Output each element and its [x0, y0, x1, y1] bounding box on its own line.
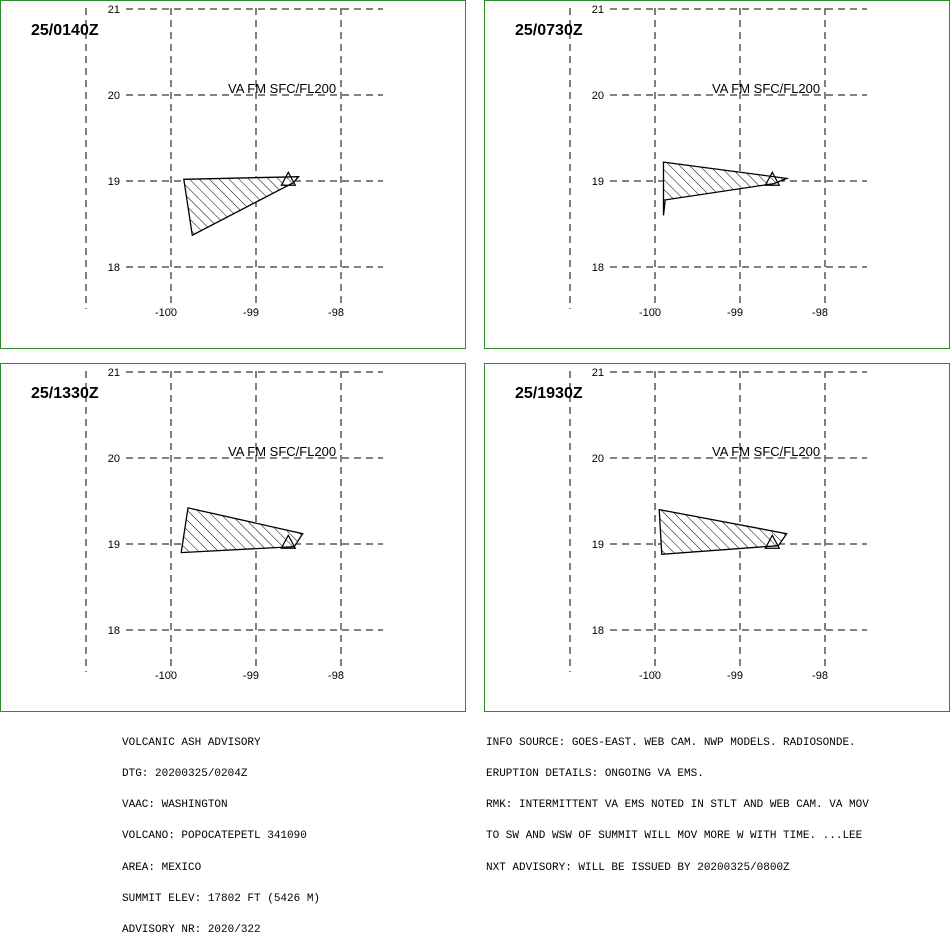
forecast-time-label: 25/0730Z [515, 22, 583, 39]
volcano-icon [764, 171, 781, 186]
advisory-details-block: INFO SOURCE: GOES-EAST. WEB CAM. NWP MOD… [486, 717, 869, 883]
lat-tick-label: 19 [592, 176, 604, 188]
advisory-title: VOLCANIC ASH ADVISORY [122, 736, 261, 749]
ash-level-label: VA FM SFC/FL200 [712, 444, 820, 459]
advisory-dtg: DTG: 20200325/0204Z [122, 768, 248, 781]
lon-tick-label: -98 [812, 670, 828, 682]
lat-tick-label: 19 [592, 539, 604, 551]
forecast-time-label: 25/1930Z [515, 385, 583, 402]
map-canvas: 21 20 19 18 -100 -99 -98 25/1330Z VA FM SFC/FL20… [31, 367, 383, 682]
lon-tick-label: -99 [243, 670, 259, 682]
lat-tick-label: 21 [592, 4, 604, 16]
lon-tick-label: -98 [328, 670, 344, 682]
lon-tick-label: -98 [328, 307, 344, 319]
advisory-next: NXT ADVISORY: WILL BE ISSUED BY 20200325… [486, 861, 790, 874]
advisory-header-block: VOLCANIC ASH ADVISORY DTG: 20200325/0204… [122, 717, 320, 946]
lat-tick-label: 18 [592, 625, 604, 637]
lat-tick-label: 19 [108, 176, 120, 188]
map-canvas: 21 20 19 18 -100 -99 -98 25/0140Z VA FM SFC/FL20… [31, 4, 383, 319]
lon-tick-label: -100 [639, 670, 661, 682]
lat-tick-label: 20 [592, 453, 604, 465]
ash-level-label: VA FM SFC/FL200 [228, 444, 336, 459]
lon-tick-label: -99 [727, 307, 743, 319]
advisory-eruption-details: ERUPTION DETAILS: ONGOING VA EMS. [486, 768, 704, 781]
forecast-time-label: 25/0140Z [31, 22, 99, 39]
ash-level-label: VA FM SFC/FL200 [228, 81, 336, 96]
ash-level-label: VA FM SFC/FL200 [712, 81, 820, 96]
lon-tick-label: -100 [155, 307, 177, 319]
advisory-vaac: VAAC: WASHINGTON [122, 799, 228, 812]
map-panel-4: 21 20 19 18 -100 -99 -98 25/1930Z VA FM SFC/FL20… [484, 363, 950, 712]
lon-tick-label: -98 [812, 307, 828, 319]
ash-cloud-polygon [180, 507, 304, 554]
lat-tick-label: 20 [108, 90, 120, 102]
lat-tick-label: 20 [592, 90, 604, 102]
lon-tick-label: -100 [155, 670, 177, 682]
advisory-info-source: INFO SOURCE: GOES-EAST. WEB CAM. NWP MOD… [486, 736, 856, 749]
map-panel-1: 21 20 19 18 -100 -99 -98 25/0140Z VA FM SFC/FL20… [0, 0, 466, 349]
lat-tick-label: 20 [108, 453, 120, 465]
volcano-icon [280, 534, 297, 549]
lat-tick-label: 18 [108, 262, 120, 274]
map-panel-2: 21 20 19 18 -100 -99 -98 25/0730Z VA FM SFC/FL20… [484, 0, 950, 349]
lon-tick-label: -100 [639, 307, 661, 319]
forecast-time-label: 25/1330Z [31, 385, 99, 402]
advisory-remarks-2: TO SW AND WSW OF SUMMIT WILL MOV MORE W … [486, 830, 863, 843]
lat-tick-label: 21 [108, 367, 120, 379]
ash-cloud-polygon [658, 508, 788, 555]
map-canvas: 21 20 19 18 -100 -99 -98 25/1930Z VA FM SFC/FL20… [515, 367, 867, 682]
advisory-remarks-1: RMK: INTERMITTENT VA EMS NOTED IN STLT A… [486, 799, 869, 812]
advisory-summit-elev: SUMMIT ELEV: 17802 FT (5426 M) [122, 892, 321, 905]
lat-tick-label: 18 [108, 625, 120, 637]
advisory-area: AREA: MEXICO [122, 861, 202, 874]
advisory-number: ADVISORY NR: 2020/322 [122, 924, 261, 937]
lat-tick-label: 18 [592, 262, 604, 274]
ash-cloud-polygon [662, 161, 790, 216]
lat-tick-label: 21 [108, 4, 120, 16]
map-panel-3: 21 20 19 18 -100 -99 -98 25/1330Z VA FM SFC/FL20… [0, 363, 466, 712]
lat-tick-label: 21 [592, 367, 604, 379]
lat-tick-label: 19 [108, 539, 120, 551]
map-canvas: 21 20 19 18 -100 -99 -98 25/0730Z VA FM SFC/FL20… [515, 4, 867, 319]
volcano-icon [280, 171, 297, 186]
lon-tick-label: -99 [727, 670, 743, 682]
advisory-volcano: VOLCANO: POPOCATEPETL 341090 [122, 830, 307, 843]
lon-tick-label: -99 [243, 307, 259, 319]
volcano-icon [764, 534, 781, 549]
